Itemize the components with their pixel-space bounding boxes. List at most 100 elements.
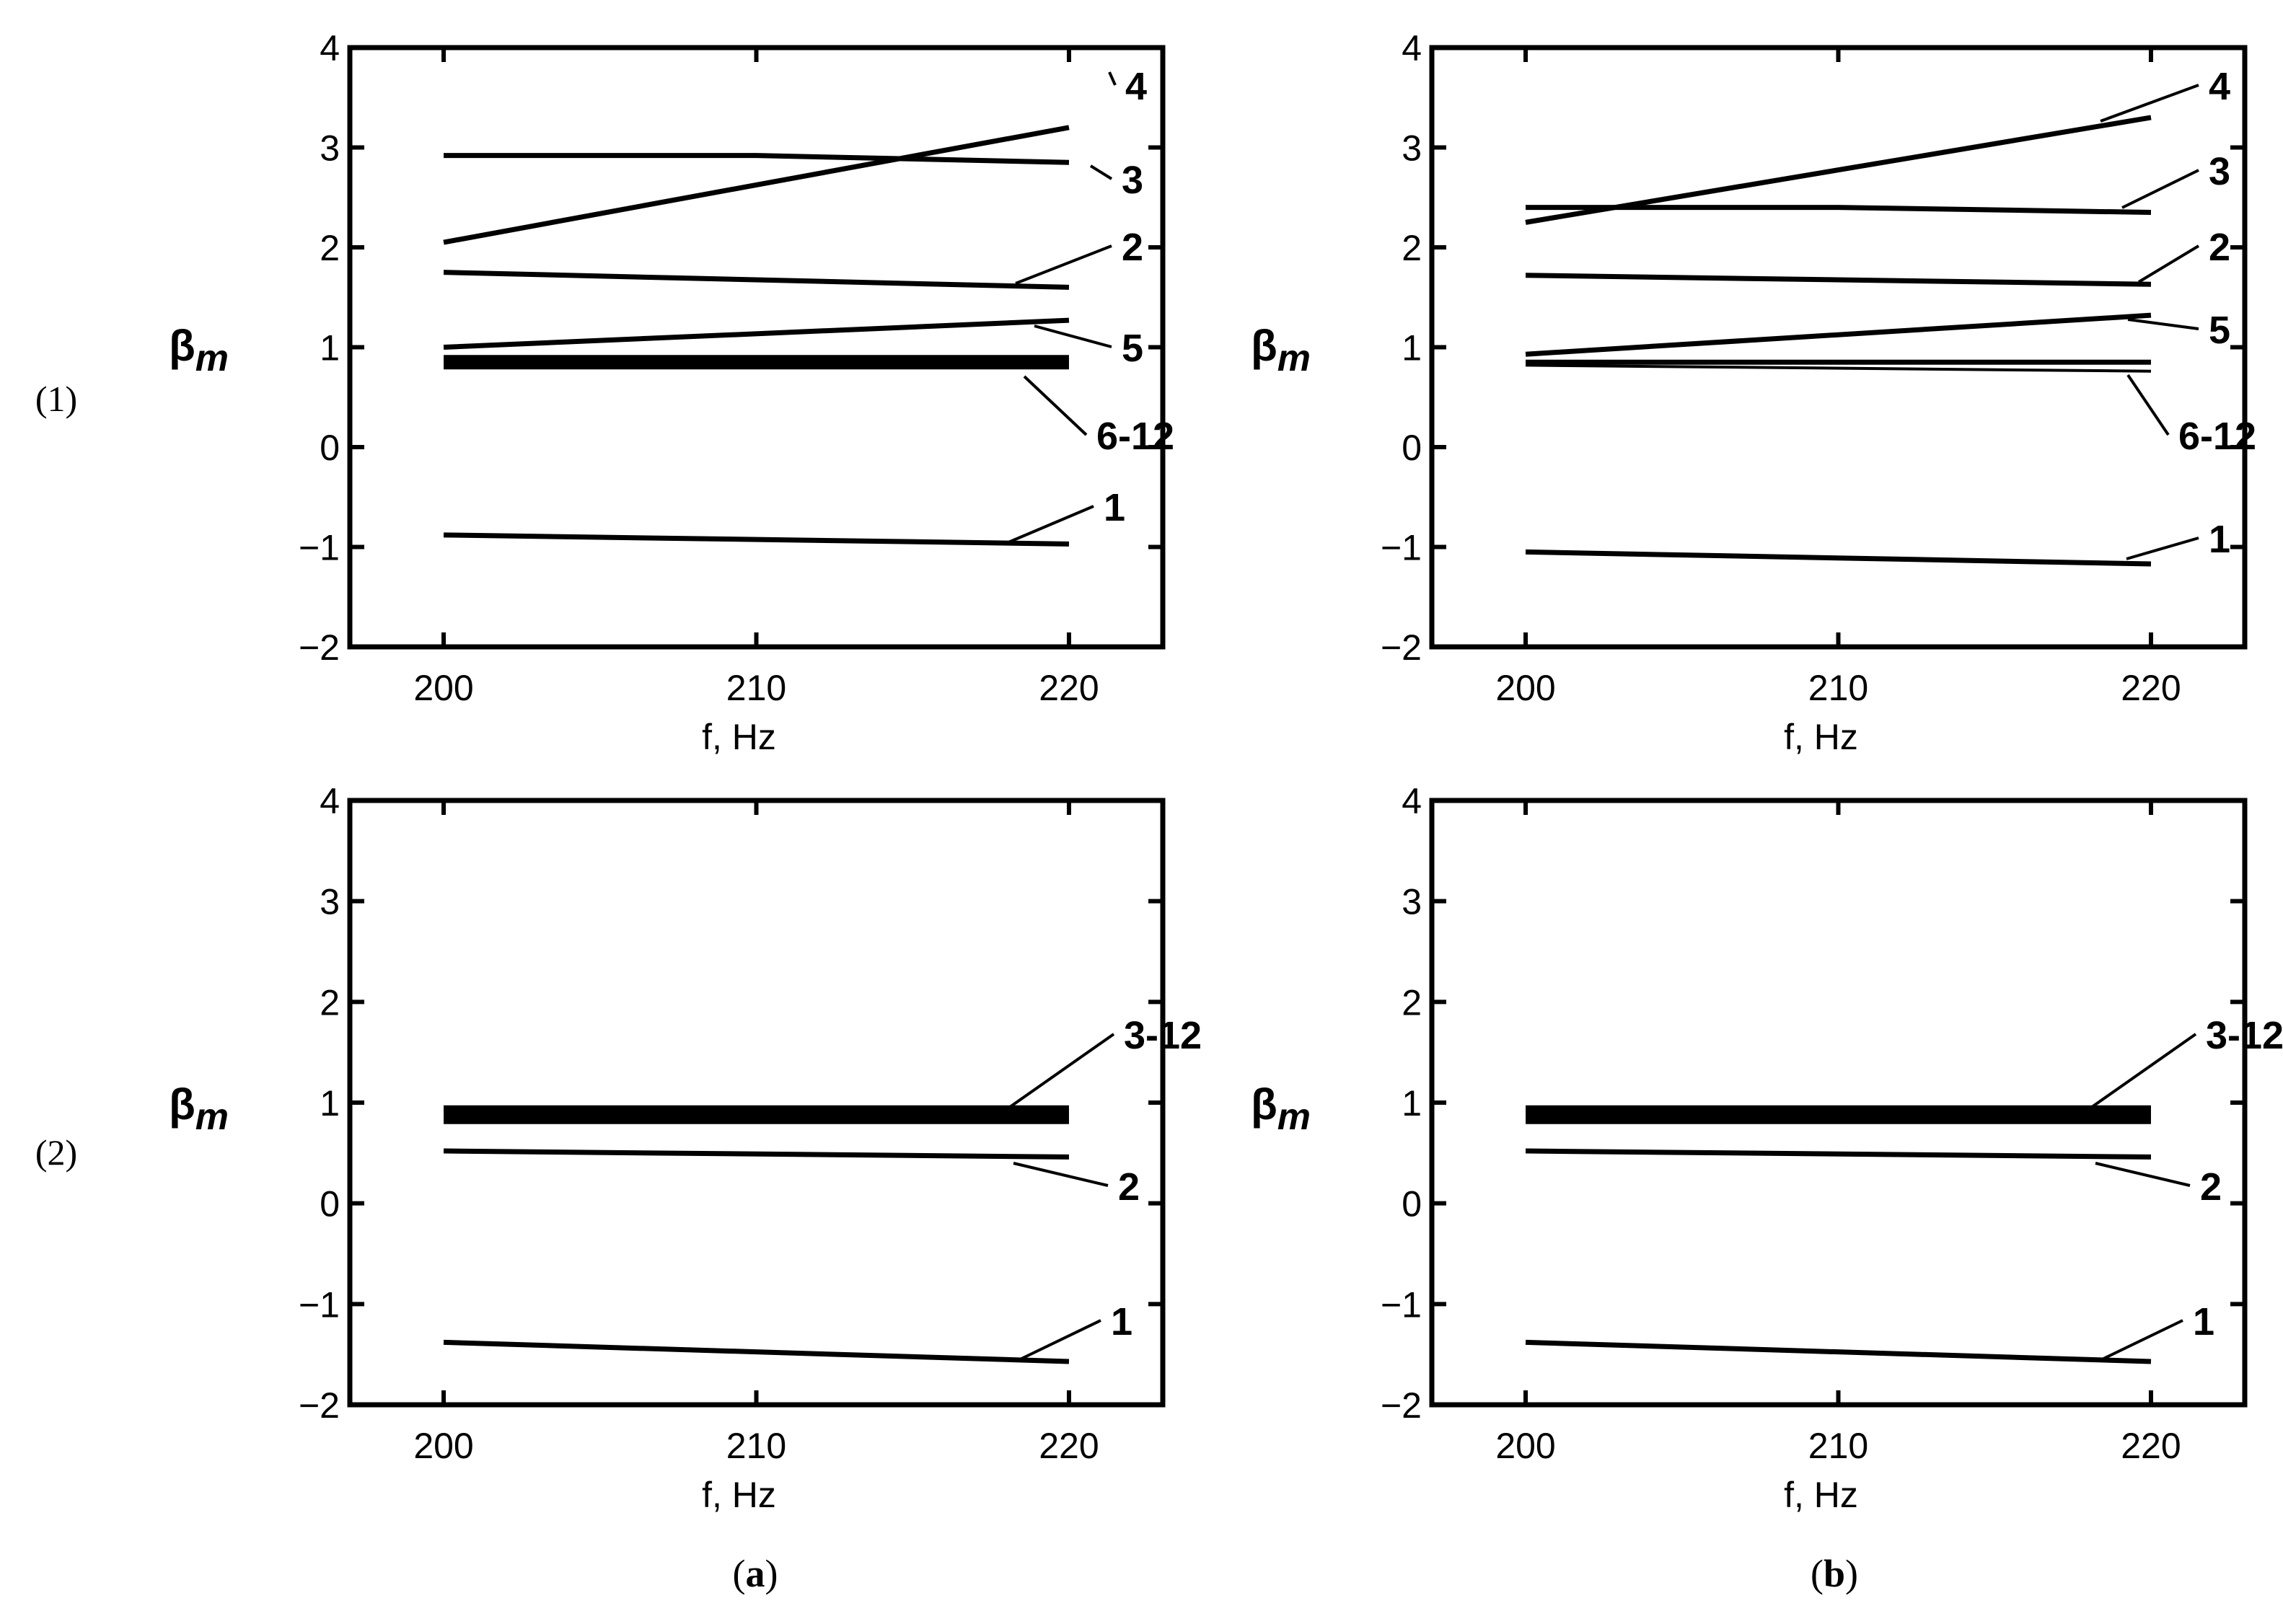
series-label-3: 3 bbox=[2209, 150, 2230, 193]
x-tick-label: 200 bbox=[1495, 668, 1555, 708]
y-tick-label: −1 bbox=[1381, 528, 1422, 568]
series-label-2: 2 bbox=[2209, 226, 2230, 269]
series-leader-6-12 bbox=[1023, 375, 1088, 436]
y-tick-label: 3 bbox=[320, 882, 340, 922]
series-line-1 bbox=[443, 1339, 1070, 1364]
x-tick-label: 200 bbox=[413, 1426, 473, 1466]
series-line-2 bbox=[1525, 273, 2152, 287]
y-tick-label: 3 bbox=[1402, 128, 1422, 169]
series-leader-1 bbox=[1008, 505, 1094, 544]
y-tick-label: 3 bbox=[1402, 882, 1422, 922]
y-tick-label: −1 bbox=[299, 528, 340, 568]
series-leader-1 bbox=[1016, 1319, 1101, 1362]
series-leader-2 bbox=[1013, 1162, 1109, 1187]
x-axis-label: f, Hz bbox=[702, 1475, 776, 1515]
series-label-1: 1 bbox=[1104, 486, 1125, 529]
series-label-4: 4 bbox=[1125, 65, 1147, 108]
x-axis-label: f, Hz bbox=[1784, 1475, 1858, 1515]
y-tick-label: −2 bbox=[1381, 1385, 1422, 1426]
y-tick-label: 4 bbox=[320, 781, 340, 821]
series-leader-3-12 bbox=[996, 1033, 1115, 1117]
chart-panel-2: −2 −1 0 1 2 3 4 200 210 220 f, Hz βm 4 3 2 5 6-12 1 bbox=[1251, 28, 2256, 757]
series-label-1: 1 bbox=[2193, 1300, 2214, 1343]
row-label-2: (2) bbox=[35, 1132, 77, 1173]
series-leader-5 bbox=[2127, 318, 2199, 330]
series-label-3-12: 3-12 bbox=[2206, 1014, 2283, 1057]
x-tick-label: 210 bbox=[1808, 1426, 1868, 1466]
series-line-4 bbox=[443, 125, 1070, 245]
series-line-1 bbox=[1525, 549, 2152, 567]
series-label-2: 2 bbox=[1118, 1165, 1140, 1209]
series-label-5: 5 bbox=[2209, 309, 2230, 352]
x-tick-label: 200 bbox=[413, 668, 473, 708]
series-label-2: 2 bbox=[2200, 1165, 2222, 1209]
series-line-5 bbox=[1525, 312, 2152, 357]
series-line-1 bbox=[443, 532, 1070, 547]
y-axis-label: βm bbox=[169, 1080, 229, 1138]
x-tick-label: 220 bbox=[2121, 668, 2181, 708]
series-leader-3 bbox=[2121, 169, 2199, 209]
series-leader-3 bbox=[1089, 164, 1113, 180]
y-tick-label: 2 bbox=[1402, 982, 1422, 1023]
y-tick-label: 0 bbox=[320, 428, 340, 468]
series-label-1: 1 bbox=[2209, 518, 2230, 561]
series-label-6-12: 6-12 bbox=[1096, 415, 1174, 458]
chart-panel-3: −2 −1 0 1 2 3 4 200 210 220 f, Hz βm 3-12 2 1 bbox=[169, 781, 1202, 1515]
y-tick-label: −2 bbox=[1381, 627, 1422, 668]
col-label-a: (a) bbox=[733, 1552, 778, 1595]
y-tick-label: −2 bbox=[299, 627, 340, 668]
y-tick-label: 0 bbox=[1402, 1184, 1422, 1224]
y-tick-label: 4 bbox=[1402, 781, 1422, 821]
series-label-6-12: 6-12 bbox=[2178, 415, 2256, 458]
series-leader-2 bbox=[2137, 244, 2200, 283]
x-tick-label: 210 bbox=[1808, 668, 1868, 708]
y-tick-label: −1 bbox=[299, 1284, 340, 1325]
col-label-b: (b) bbox=[1811, 1552, 1858, 1595]
y-tick-label: 0 bbox=[320, 1184, 340, 1224]
y-axis-label: βm bbox=[169, 322, 229, 379]
series-line-6-12 bbox=[1526, 363, 2151, 373]
series-line-5 bbox=[443, 317, 1070, 350]
series-label-3: 3 bbox=[1122, 159, 1143, 202]
series-label-5: 5 bbox=[1122, 327, 1143, 370]
x-axis-label: f, Hz bbox=[1784, 717, 1858, 757]
y-tick-label: 1 bbox=[320, 328, 340, 369]
series-leader-1 bbox=[2098, 1319, 2183, 1362]
chart-panel-4: −2 −1 0 1 2 3 4 200 210 220 f, Hz βm 3-12 2 1 bbox=[1251, 781, 2283, 1515]
y-tick-label: 1 bbox=[1402, 1083, 1422, 1124]
x-tick-label: 220 bbox=[1039, 1426, 1099, 1466]
series-label-4: 4 bbox=[2209, 65, 2230, 108]
row-label-1: (1) bbox=[35, 379, 77, 419]
y-axis-label: βm bbox=[1251, 1080, 1311, 1138]
x-tick-label: 210 bbox=[726, 668, 786, 708]
series-line-2 bbox=[1526, 1148, 2151, 1160]
series-leader-1 bbox=[2126, 537, 2199, 560]
y-tick-label: 0 bbox=[1402, 428, 1422, 468]
y-tick-label: 2 bbox=[320, 228, 340, 268]
y-tick-label: 2 bbox=[1402, 228, 1422, 268]
x-tick-label: 220 bbox=[1039, 668, 1099, 708]
series-leader-4 bbox=[1108, 71, 1117, 86]
series-leader-4 bbox=[2100, 84, 2199, 123]
series-leader-5 bbox=[1034, 325, 1112, 348]
y-tick-label: −1 bbox=[1381, 1284, 1422, 1325]
y-tick-label: 4 bbox=[320, 28, 340, 69]
series-leader-6-12 bbox=[2126, 374, 2170, 436]
x-tick-label: 220 bbox=[2121, 1426, 2181, 1466]
series-leader-3-12 bbox=[2078, 1033, 2197, 1117]
x-tick-label: 200 bbox=[1495, 1426, 1555, 1466]
series-label-3-12: 3-12 bbox=[1124, 1014, 1202, 1057]
y-tick-label: −2 bbox=[299, 1385, 340, 1426]
y-tick-label: 3 bbox=[320, 128, 340, 169]
series-leader-2 bbox=[1015, 244, 1112, 285]
y-tick-label: 4 bbox=[1402, 28, 1422, 69]
y-tick-label: 2 bbox=[320, 982, 340, 1023]
chart-panel-1: −2 −1 0 1 2 3 4 200 210 220 f, Hz βm 4 3 2 5 6-12 1 bbox=[169, 28, 1174, 757]
series-label-1: 1 bbox=[1111, 1300, 1132, 1343]
x-axis-label: f, Hz bbox=[702, 717, 776, 757]
series-line-2 bbox=[444, 1148, 1069, 1160]
series-line-2 bbox=[443, 270, 1070, 290]
y-axis-label: βm bbox=[1251, 322, 1311, 379]
